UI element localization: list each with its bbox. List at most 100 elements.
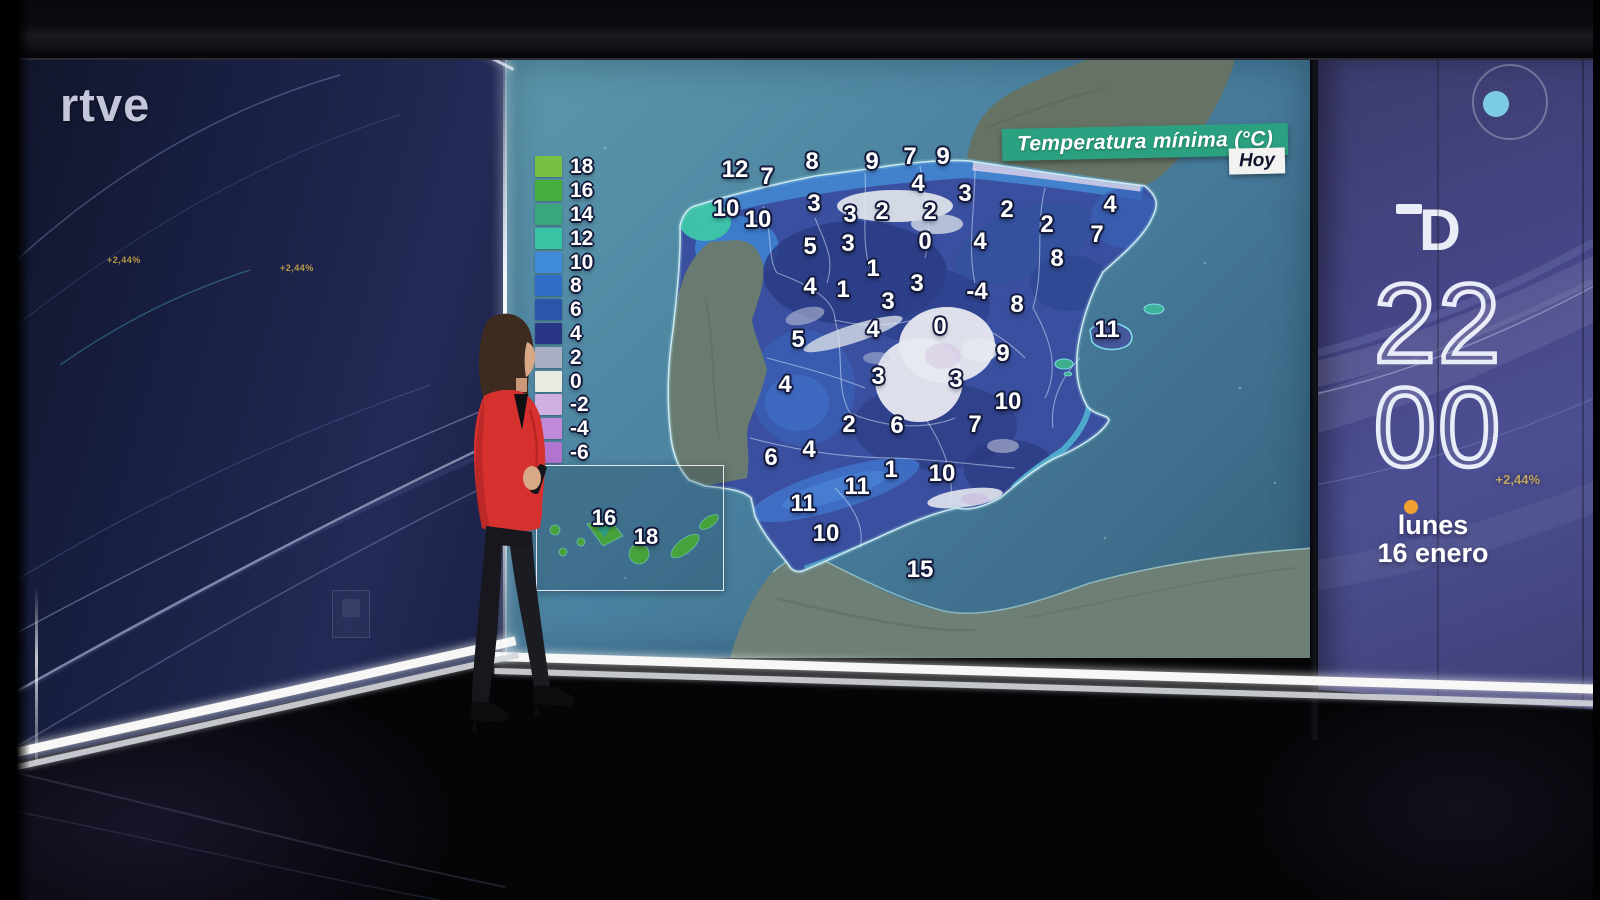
temperature-value: 9 [936, 143, 950, 170]
temperature-value: 3 [841, 230, 855, 257]
legend-swatch [535, 227, 562, 249]
temperature-legend: 18 16 14 12 10 8 6 4 2 0 -2 -4 -6 [535, 155, 593, 464]
temperature-value: 3 [843, 201, 857, 228]
legend-row: 4 [535, 322, 593, 346]
floor-glow [1250, 680, 1600, 900]
temperature-value: 2 [1000, 196, 1014, 223]
frame-left-edge [0, 0, 30, 900]
weather-map-screen: Temperatura mínima (°C) Hoy 18 16 14 12 10 8 6… [505, 58, 1312, 658]
studio-ceiling [0, 0, 1600, 60]
target-circle-icon [1472, 64, 1548, 140]
temperature-value: 5 [803, 233, 817, 260]
temperature-value: 0 [933, 313, 947, 340]
wall-ticker: +2,44% [280, 263, 314, 273]
legend-swatch [535, 370, 562, 392]
spain-weather-map [603, 58, 1312, 658]
floor-reflection-map: Temperatura mínima (°C) Hoy 181614121086… [505, 700, 1312, 900]
legend-value: -2 [570, 393, 589, 417]
temperature-value: 11 [790, 490, 816, 517]
temperature-value: 9 [996, 340, 1010, 367]
temperature-value: 1 [866, 255, 880, 282]
legend-value: 4 [570, 321, 582, 345]
temperature-value: 7 [968, 411, 982, 438]
temperature-value: 11 [844, 473, 870, 500]
legend-row: -2 [535, 393, 593, 417]
side-ticker: +2,44% [1495, 472, 1540, 487]
temperature-value: 2 [923, 198, 937, 225]
wall-ticker: +2,44% [107, 255, 141, 265]
temperature-value: -4 [966, 278, 988, 305]
legend-value: -6 [570, 440, 589, 464]
presenter-shoe-back [470, 701, 509, 732]
temperature-value: 8 [805, 148, 819, 175]
screen-divider-pillar [1310, 0, 1320, 740]
temperature-value: 3 [881, 288, 895, 315]
temperature-value: 18 [633, 524, 659, 549]
temperature-value: 10 [744, 206, 772, 233]
legend-swatch [535, 322, 562, 344]
clock-hours: 22 [1374, 261, 1503, 386]
channel-logo: D [1396, 198, 1461, 263]
presenter-face [524, 342, 536, 377]
temperature-value: 3 [949, 366, 963, 393]
legend-swatch [535, 156, 562, 178]
presenter-shoe-front [534, 685, 575, 716]
legend-value: 2 [570, 345, 582, 369]
presenter-pants-front-leg [508, 530, 550, 688]
legend-value: -4 [570, 417, 589, 441]
legend-value: 0 [570, 369, 582, 393]
temperature-value: 10 [994, 388, 1022, 415]
temperature-value: 12 [721, 156, 749, 183]
temperature-value: 6 [764, 444, 778, 471]
clock-side-panel: D 22 00 +2,44% lunes 16 enero [1318, 58, 1600, 710]
legend-row: 14 [535, 203, 593, 227]
legend-swatch [535, 346, 562, 368]
temperature-value: 3 [910, 270, 924, 297]
legend-swatch [535, 299, 562, 321]
date-day-month: 16 enero [1377, 538, 1489, 568]
legend-row: 8 [535, 274, 593, 298]
legend-row: 2 [535, 345, 593, 369]
legend-row: 16 [535, 179, 593, 203]
temperature-value: 15 [906, 556, 934, 583]
clock-panel-graphic: D 22 00 [1318, 64, 1600, 593]
presenter-pants-back-leg [472, 526, 502, 704]
weather-presenter [470, 313, 575, 732]
temperature-value: 3 [807, 190, 821, 217]
temperature-values-layer: 12 7 8 9 7 9 10 10 3 3 2 4 2 3 2 2 4 7 8 5 3 0 4 1 3 -4 8 4 1 3 4 0 9 5 3 3… [505, 58, 1312, 658]
legend-value: 10 [570, 250, 594, 274]
legend-value: 12 [570, 226, 594, 250]
temperature-value: 3 [871, 363, 885, 390]
canary-islands-inset: 16 18 [536, 465, 724, 591]
studio-left-wall: rtve +2,44% +2,44% [0, 55, 505, 765]
presenter-hands [523, 466, 541, 490]
temperature-value: 2 [1040, 211, 1054, 238]
legend-row: 0 [535, 369, 593, 393]
rtve-logo: rtve [60, 78, 151, 131]
legend-value: 18 [570, 155, 594, 179]
legend-value: 14 [570, 202, 594, 226]
presenter-jacket-shading [475, 396, 490, 530]
legend-row: 18 [535, 155, 593, 179]
temperature-value: 4 [866, 316, 880, 343]
temperature-value: 7 [903, 143, 917, 170]
canary-islands-map [549, 514, 719, 565]
temperature-value: 8 [1010, 291, 1024, 318]
temperature-value: 3 [958, 180, 972, 207]
temperature-value: 4 [803, 273, 817, 300]
temperature-value: 4 [911, 170, 925, 197]
panel-seam [1582, 58, 1584, 710]
temperature-value: 10 [928, 460, 956, 487]
temperature-value: 7 [760, 163, 774, 190]
temperature-value: 11 [1094, 316, 1120, 343]
legend-swatch [535, 394, 562, 416]
temperature-value: 8 [1050, 245, 1064, 272]
svg-text:D: D [1419, 198, 1461, 263]
legend-value: 6 [570, 298, 582, 322]
wall-edge-reflection [35, 588, 38, 763]
clock-minutes: 00 [1374, 365, 1503, 490]
temperature-value: 7 [1090, 221, 1104, 248]
temperature-value: 2 [842, 411, 856, 438]
legend-row: 12 [535, 226, 593, 250]
